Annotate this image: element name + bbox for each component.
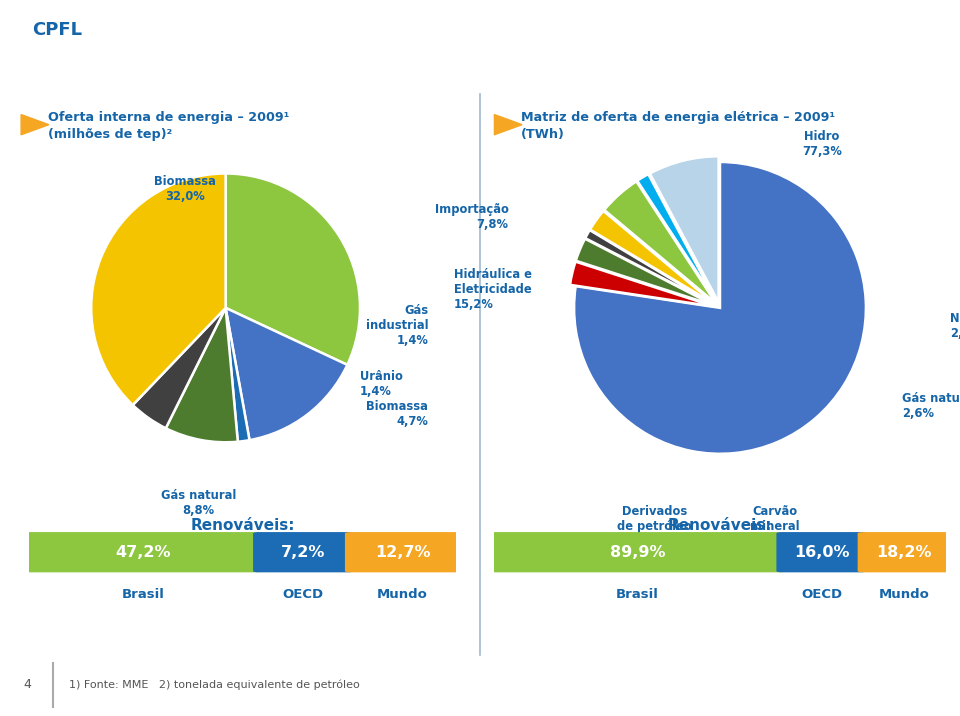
- FancyBboxPatch shape: [777, 532, 867, 572]
- Text: Gás
industrial
1,4%: Gás industrial 1,4%: [366, 304, 428, 347]
- Text: Brasil: Brasil: [122, 588, 164, 601]
- Text: Carvão
mineral
1,0%: Carvão mineral 1,0%: [750, 505, 800, 548]
- Text: 18,2%: 18,2%: [876, 545, 931, 560]
- Text: Importação
7,8%: Importação 7,8%: [435, 203, 509, 231]
- Text: Biomassa
32,0%: Biomassa 32,0%: [155, 175, 216, 203]
- Wedge shape: [166, 308, 238, 442]
- Polygon shape: [494, 115, 522, 135]
- Text: Renováveis:: Renováveis:: [190, 518, 295, 533]
- Text: Gás natural
2,6%: Gás natural 2,6%: [902, 392, 960, 420]
- Wedge shape: [637, 174, 717, 303]
- Text: Gás natural
8,8%: Gás natural 8,8%: [161, 489, 236, 518]
- Text: Derivados
de petróleo
2,5%: Derivados de petróleo 2,5%: [617, 505, 692, 548]
- Text: Mundo: Mundo: [377, 588, 428, 601]
- FancyBboxPatch shape: [345, 532, 460, 572]
- Text: 4: 4: [23, 678, 31, 692]
- Text: CPFL: CPFL: [32, 21, 82, 39]
- Text: Oferta interna de energia – 2009¹: Oferta interna de energia – 2009¹: [48, 111, 289, 124]
- Wedge shape: [132, 308, 226, 428]
- Text: Nuclear
2,6%: Nuclear 2,6%: [949, 312, 960, 340]
- Text: Renováveis:: Renováveis:: [63, 549, 167, 564]
- Wedge shape: [590, 211, 715, 304]
- Text: Hidráulica e
Eletricidade
15,2%: Hidráulica e Eletricidade 15,2%: [454, 268, 532, 311]
- Text: (milhões de tep)²: (milhões de tep)²: [48, 127, 172, 141]
- Text: Brasil: Brasil: [616, 588, 660, 601]
- Text: 12,7%: 12,7%: [374, 545, 430, 560]
- Text: ENERGIA: ENERGIA: [37, 60, 76, 69]
- Wedge shape: [226, 308, 348, 440]
- FancyBboxPatch shape: [25, 532, 262, 572]
- Text: 89,9%: 89,9%: [610, 545, 665, 560]
- Wedge shape: [91, 173, 226, 405]
- Wedge shape: [226, 308, 250, 442]
- FancyBboxPatch shape: [6, 9, 108, 52]
- FancyBboxPatch shape: [857, 532, 950, 572]
- Text: Matriz de oferta de energia elétrica – 2009¹: Matriz de oferta de energia elétrica – 2…: [521, 111, 835, 124]
- Text: Mundo: Mundo: [878, 588, 929, 601]
- Wedge shape: [574, 162, 866, 454]
- Text: 47,2%: 47,2%: [115, 545, 171, 560]
- Text: Energia no Brasil – Características gerais: Energia no Brasil – Características gera…: [130, 32, 612, 56]
- FancyBboxPatch shape: [490, 532, 785, 572]
- Text: OECD: OECD: [801, 588, 842, 601]
- Wedge shape: [650, 156, 719, 302]
- Wedge shape: [226, 173, 360, 365]
- Wedge shape: [586, 230, 715, 305]
- Text: (TWh): (TWh): [521, 127, 565, 141]
- Text: Hidro
77,3%: Hidro 77,3%: [803, 130, 842, 158]
- Text: Urânio
1,4%: Urânio 1,4%: [360, 370, 403, 398]
- FancyBboxPatch shape: [253, 532, 353, 572]
- Text: Biomassa
4,7%: Biomassa 4,7%: [367, 400, 428, 427]
- Text: OECD: OECD: [282, 588, 324, 601]
- Text: 7,2%: 7,2%: [281, 545, 325, 560]
- Text: 1) Fonte: MME   2) tonelada equivalente de petróleo: 1) Fonte: MME 2) tonelada equivalente de…: [69, 679, 360, 690]
- Text: Renováveis:: Renováveis:: [668, 518, 772, 533]
- Text: 16,0%: 16,0%: [794, 545, 850, 560]
- Wedge shape: [604, 181, 716, 304]
- Wedge shape: [576, 238, 714, 306]
- Polygon shape: [21, 115, 49, 135]
- Wedge shape: [570, 261, 714, 306]
